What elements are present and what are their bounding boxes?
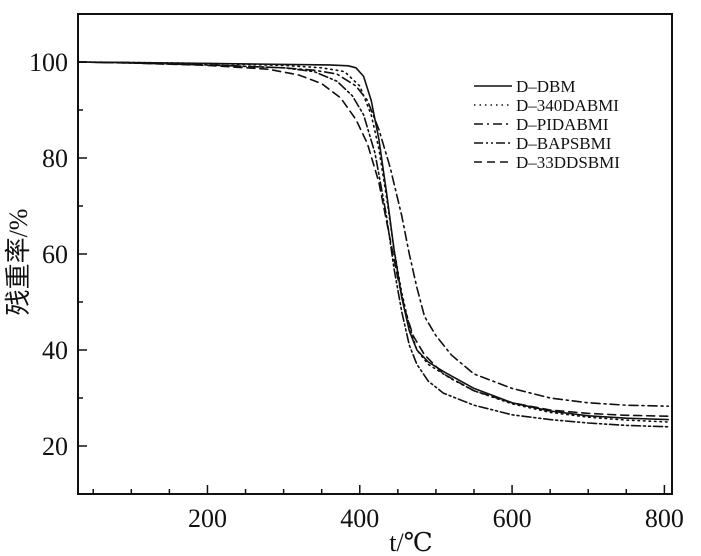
legend-label: D–33DDSBMI — [516, 153, 620, 172]
x-tick-label: 800 — [645, 504, 684, 533]
x-tick-label: 600 — [493, 504, 532, 533]
y-tick-label: 60 — [42, 240, 68, 269]
legend-label: D–DBM — [516, 77, 576, 96]
series-line-4 — [77, 61, 669, 428]
x-axis-title: t/℃ — [389, 528, 433, 556]
y-axis-title: 残重率/% — [4, 209, 33, 316]
legend: D–DBMD–340DABMID–PIDABMID–BAPSBMID–33DDS… — [474, 77, 620, 172]
y-tick-label: 20 — [42, 432, 68, 461]
plot-area — [77, 13, 673, 495]
legend-label: D–BAPSBMI — [516, 134, 612, 153]
series-line-5 — [77, 61, 669, 417]
legend-label: D–PIDABMI — [516, 115, 609, 134]
series-line-2 — [77, 61, 669, 423]
x-tick-label: 200 — [188, 504, 227, 533]
series-line-3 — [77, 61, 669, 407]
y-tick-label: 100 — [29, 48, 68, 77]
legend-label: D–340DABMI — [516, 96, 619, 115]
axis-ticks — [78, 61, 666, 494]
y-tick-label: 80 — [42, 144, 68, 173]
series-lines — [77, 61, 669, 428]
tick-labels: 200 400 600 800 20 40 60 80 100 — [29, 48, 684, 533]
x-tick-label: 400 — [340, 504, 379, 533]
y-tick-label: 40 — [42, 336, 68, 365]
